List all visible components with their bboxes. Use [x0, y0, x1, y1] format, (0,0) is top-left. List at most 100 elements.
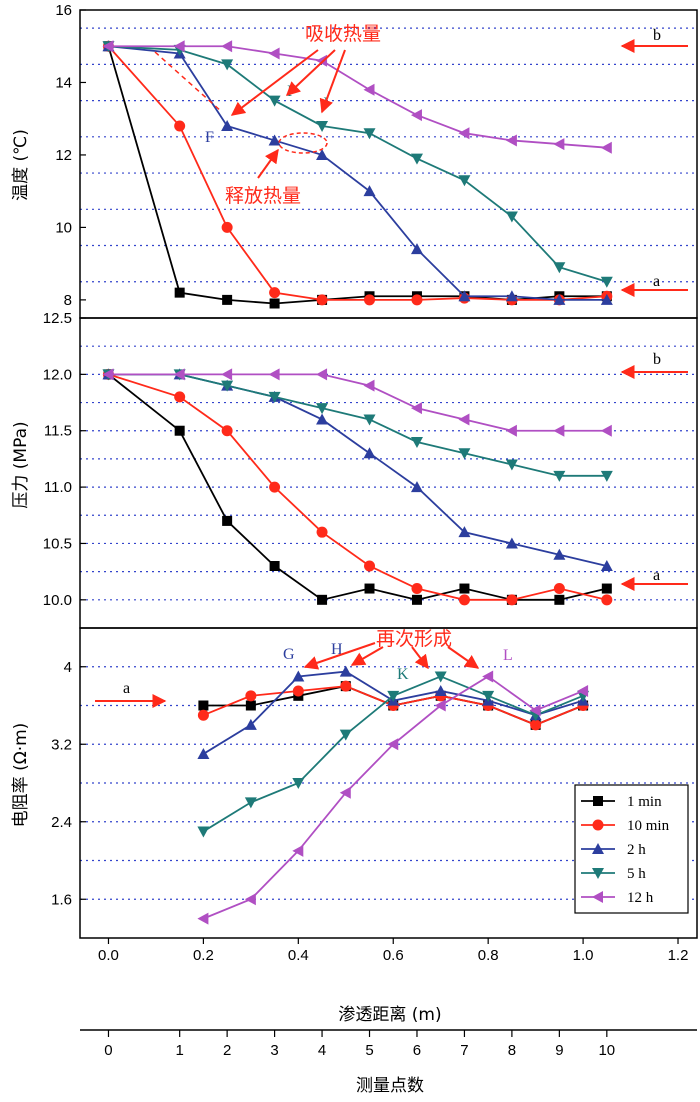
- data-point: [387, 690, 400, 702]
- legend-item: 10 min: [581, 818, 670, 834]
- data-point: [173, 368, 185, 381]
- data-point: [553, 548, 566, 560]
- arrow-reform-2: [350, 646, 384, 666]
- data-point: [458, 413, 470, 426]
- data-point: [363, 414, 376, 426]
- data-point: [221, 221, 233, 233]
- data-point: [197, 912, 209, 925]
- absorb-dashed-guide: [154, 51, 223, 113]
- data-point: [530, 719, 542, 731]
- label-K: K: [397, 666, 409, 683]
- point-tick-label: 4: [318, 1042, 326, 1059]
- data-point: [316, 54, 328, 67]
- y-tick-label: 16: [55, 2, 72, 19]
- resistivity-axis-title: 电阻率 (Ω·m): [11, 723, 31, 828]
- data-point: [221, 40, 233, 53]
- legend-marker: [592, 891, 603, 903]
- x-tick-label: 1.2: [668, 947, 689, 964]
- legend-item: 1 min: [581, 794, 662, 810]
- legend-marker: [593, 796, 603, 806]
- point-tick-label: 10: [598, 1042, 615, 1059]
- data-point: [458, 594, 470, 606]
- data-point: [410, 109, 422, 122]
- data-point: [222, 515, 233, 526]
- data-point: [221, 119, 234, 131]
- legend-marker: [592, 868, 604, 879]
- data-point: [268, 391, 281, 403]
- x-tick-label: 1.0: [573, 947, 594, 964]
- data-point: [316, 294, 328, 306]
- data-point: [316, 403, 329, 415]
- data-point: [600, 470, 613, 482]
- ref-label-a-mid: a: [653, 567, 660, 584]
- series-line: [107, 45, 607, 305]
- legend-label: 12 h: [627, 890, 654, 906]
- ref-label-a-top: a: [653, 273, 660, 290]
- legend-item: 5 h: [581, 866, 646, 882]
- data-point: [554, 594, 565, 605]
- annotation-arrows: [95, 39, 688, 708]
- legend-label: 2 h: [627, 842, 646, 858]
- resistivity-panel: 1.6 2.4 3.2 4 0.0 0.2 0.4 0.6 0.8 1.0 1.2: [51, 627, 698, 964]
- arrow-release: [257, 148, 279, 179]
- data-point: [600, 293, 613, 305]
- data-point: [458, 526, 471, 538]
- data-point: [505, 134, 517, 147]
- data-point: [339, 729, 352, 741]
- data-point: [244, 797, 257, 809]
- series-5h: [102, 369, 613, 482]
- temperature-axis-title: 温度 (℃): [11, 129, 31, 201]
- arrow-reform-1: [303, 642, 376, 670]
- data-point: [269, 561, 280, 571]
- data-point: [221, 368, 233, 381]
- y-tick-label: 1.6: [51, 891, 72, 908]
- data-point: [197, 826, 210, 838]
- data-point: [292, 685, 304, 697]
- data-point: [482, 690, 495, 702]
- data-point: [339, 665, 352, 677]
- data-point: [600, 141, 612, 154]
- legend-marker: [592, 819, 604, 831]
- data-point: [553, 583, 565, 595]
- data-point: [411, 294, 423, 306]
- data-point: [173, 40, 185, 53]
- data-point: [316, 120, 329, 132]
- plot-frame: [79, 9, 698, 319]
- y-tick-label: 10: [55, 219, 72, 236]
- data-point: [363, 128, 376, 140]
- y-tick-label: 2.4: [51, 814, 72, 831]
- data-point: [221, 380, 234, 392]
- x-tick-label: 0.2: [193, 947, 214, 964]
- data-point: [292, 778, 305, 789]
- data-point: [411, 594, 422, 605]
- absorb-heat-label: 吸收热量: [305, 23, 381, 45]
- series-5h: [102, 41, 613, 288]
- data-point: [268, 134, 281, 146]
- data-point: [482, 670, 494, 683]
- data-point: [601, 583, 612, 594]
- data-point: [601, 594, 613, 606]
- data-point: [268, 368, 280, 381]
- series-5h: [197, 671, 590, 838]
- data-point: [505, 290, 518, 302]
- data-point: [410, 437, 423, 448]
- data-point: [410, 481, 423, 493]
- data-point: [244, 893, 256, 906]
- data-point: [434, 699, 446, 712]
- data-point: [505, 424, 517, 437]
- y-tick-label: 8: [64, 292, 72, 309]
- data-point: [410, 153, 423, 165]
- data-point: [553, 138, 565, 151]
- data-point: [102, 40, 114, 53]
- data-point: [363, 185, 376, 197]
- data-point: [434, 684, 447, 696]
- y-tick-label: 12: [55, 147, 72, 164]
- data-point: [245, 700, 256, 711]
- data-point: [553, 293, 566, 305]
- data-point: [268, 95, 281, 107]
- legend-item: 2 h: [581, 842, 646, 858]
- series-1min: [103, 41, 612, 309]
- point-tick-label: 7: [460, 1042, 468, 1059]
- y-tick-label: 10.0: [43, 592, 72, 609]
